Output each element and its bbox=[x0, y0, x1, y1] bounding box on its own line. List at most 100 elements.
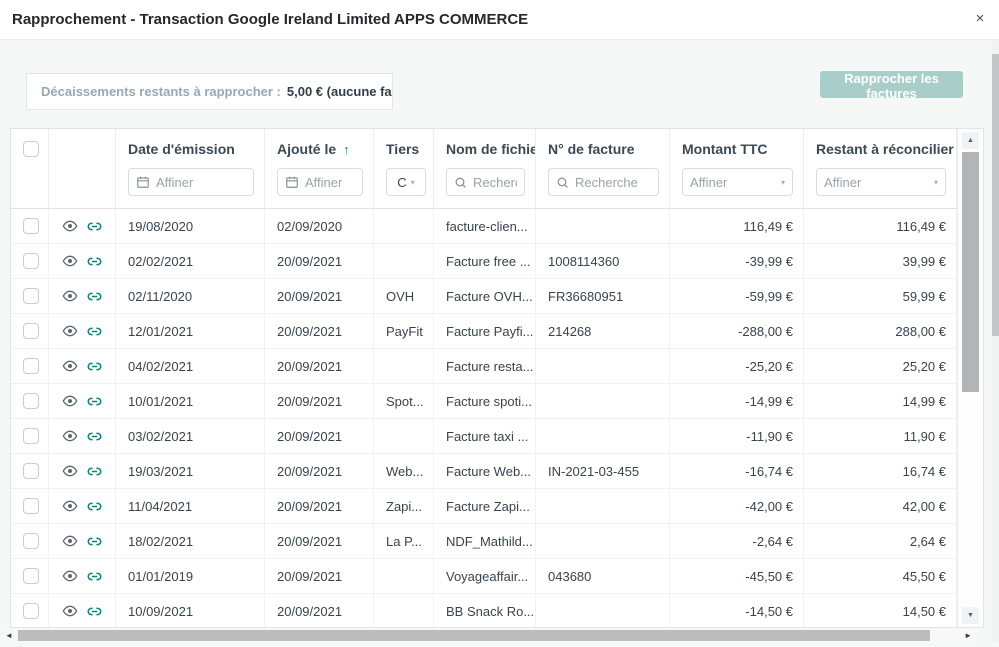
invoice-number-label: N° de facture bbox=[548, 141, 635, 157]
header-filename: Nom de fichier bbox=[434, 129, 536, 208]
scroll-right-icon[interactable]: ► bbox=[964, 631, 972, 640]
view-invoice-eye-icon[interactable] bbox=[62, 253, 78, 269]
row-actions-cell bbox=[49, 349, 116, 383]
link-invoice-icon[interactable] bbox=[87, 464, 102, 479]
link-invoice-icon[interactable] bbox=[87, 604, 102, 619]
added-filter-input[interactable] bbox=[305, 174, 355, 190]
date-emission-cell: 10/09/2021 bbox=[116, 594, 265, 627]
reconcile-invoices-button[interactable]: Rapprocher les factures bbox=[820, 71, 963, 101]
filename-cell: Facture Web... bbox=[434, 454, 536, 488]
row-checkbox-cell bbox=[11, 209, 49, 243]
row-checkbox[interactable] bbox=[23, 358, 39, 374]
view-invoice-eye-icon[interactable] bbox=[62, 288, 78, 304]
row-checkbox[interactable] bbox=[23, 533, 39, 549]
view-invoice-eye-icon[interactable] bbox=[62, 603, 78, 619]
date-emission-cell: 19/08/2020 bbox=[116, 209, 265, 243]
invoice-number-filter[interactable] bbox=[548, 168, 659, 196]
link-invoice-icon[interactable] bbox=[87, 569, 102, 584]
sort-asc-icon: ↑ bbox=[343, 142, 350, 157]
view-invoice-eye-icon[interactable] bbox=[62, 498, 78, 514]
link-invoice-icon[interactable] bbox=[87, 359, 102, 374]
row-checkbox-cell bbox=[11, 419, 49, 453]
link-invoice-icon[interactable] bbox=[87, 429, 102, 444]
row-checkbox[interactable] bbox=[23, 463, 39, 479]
chevron-down-icon: ▾ bbox=[933, 177, 938, 187]
table-vertical-scrollbar[interactable]: ▲ ▼ bbox=[957, 129, 983, 627]
link-invoice-icon[interactable] bbox=[87, 394, 102, 409]
close-icon[interactable]: × bbox=[975, 10, 985, 27]
date-emission-filter[interactable] bbox=[128, 168, 254, 196]
summary-label: Décaissements restants à rapprocher : bbox=[41, 84, 281, 99]
link-invoice-icon[interactable] bbox=[87, 254, 102, 269]
view-invoice-eye-icon[interactable] bbox=[62, 393, 78, 409]
row-checkbox[interactable] bbox=[23, 428, 39, 444]
view-invoice-eye-icon[interactable] bbox=[62, 568, 78, 584]
link-invoice-icon[interactable] bbox=[87, 499, 102, 514]
date-emission-cell: 10/01/2021 bbox=[116, 384, 265, 418]
added-on-cell: 20/09/2021 bbox=[265, 314, 374, 348]
table-header: Date d'émission Ajouté le↑ T bbox=[11, 129, 957, 209]
table-row: 03/02/2021 20/09/2021 Facture taxi ... -… bbox=[11, 419, 957, 454]
link-invoice-icon[interactable] bbox=[87, 289, 102, 304]
tiers-cell: La P... bbox=[374, 524, 434, 558]
link-invoice-icon[interactable] bbox=[87, 324, 102, 339]
filename-filter-input[interactable] bbox=[473, 174, 517, 190]
row-checkbox[interactable] bbox=[23, 253, 39, 269]
link-invoice-icon[interactable] bbox=[87, 534, 102, 549]
filename-cell: Facture resta... bbox=[434, 349, 536, 383]
filename-filter[interactable] bbox=[446, 168, 525, 196]
tiers-filter-dropdown[interactable]: C ▾ bbox=[386, 168, 426, 196]
tiers-label: Tiers bbox=[386, 141, 420, 157]
scroll-up-icon[interactable]: ▲ bbox=[962, 132, 979, 149]
row-checkbox[interactable] bbox=[23, 288, 39, 304]
remaining-cell: 42,00 € bbox=[804, 489, 957, 523]
row-checkbox-cell bbox=[11, 489, 49, 523]
invoices-table: Date d'émission Ajouté le↑ T bbox=[10, 128, 984, 628]
added-label[interactable]: Ajouté le ↑ bbox=[277, 141, 350, 157]
amount-ttc-cell: -59,99 € bbox=[670, 279, 804, 313]
added-on-cell: 20/09/2021 bbox=[265, 244, 374, 278]
horizontal-scrollbar-thumb[interactable] bbox=[18, 630, 930, 641]
remaining-cell: 25,20 € bbox=[804, 349, 957, 383]
header-added: Ajouté le ↑ bbox=[265, 129, 374, 208]
view-invoice-eye-icon[interactable] bbox=[62, 323, 78, 339]
remaining-cell: 39,99 € bbox=[804, 244, 957, 278]
date-emission-cell: 01/01/2019 bbox=[116, 559, 265, 593]
view-invoice-eye-icon[interactable] bbox=[62, 463, 78, 479]
view-invoice-eye-icon[interactable] bbox=[62, 533, 78, 549]
row-checkbox[interactable] bbox=[23, 218, 39, 234]
page-scrollbar[interactable] bbox=[992, 40, 999, 643]
row-checkbox[interactable] bbox=[23, 498, 39, 514]
tiers-cell bbox=[374, 209, 434, 243]
remaining-filter-dropdown[interactable]: Affiner ▾ bbox=[816, 168, 946, 196]
modal-titlebar: Rapprochement - Transaction Google Irela… bbox=[0, 0, 999, 40]
select-all-checkbox[interactable] bbox=[23, 141, 39, 157]
header-tiers: Tiers C ▾ bbox=[374, 129, 434, 208]
invoice-number-filter-input[interactable] bbox=[575, 174, 651, 190]
tiers-cell: Web... bbox=[374, 454, 434, 488]
tiers-cell: Spot... bbox=[374, 384, 434, 418]
header-invoice-number: N° de facture bbox=[536, 129, 670, 208]
link-invoice-icon[interactable] bbox=[87, 219, 102, 234]
amount-filter-dropdown[interactable]: Affiner ▾ bbox=[682, 168, 793, 196]
row-checkbox[interactable] bbox=[23, 323, 39, 339]
chevron-down-icon: ▾ bbox=[410, 177, 415, 187]
view-invoice-eye-icon[interactable] bbox=[62, 218, 78, 234]
added-filter[interactable] bbox=[277, 168, 363, 196]
view-invoice-eye-icon[interactable] bbox=[62, 358, 78, 374]
row-actions-cell bbox=[49, 279, 116, 313]
vertical-scrollbar-thumb[interactable] bbox=[962, 152, 979, 392]
date-emission-filter-input[interactable] bbox=[156, 174, 246, 190]
view-invoice-eye-icon[interactable] bbox=[62, 428, 78, 444]
scroll-left-icon[interactable]: ◄ bbox=[5, 631, 13, 640]
table-horizontal-scrollbar[interactable]: ◄ ► bbox=[2, 628, 975, 643]
invoice-number-cell: FR36680951 bbox=[536, 279, 670, 313]
row-checkbox[interactable] bbox=[23, 603, 39, 619]
table-row: 04/02/2021 20/09/2021 Facture resta... -… bbox=[11, 349, 957, 384]
row-checkbox[interactable] bbox=[23, 393, 39, 409]
page-scrollbar-thumb[interactable] bbox=[992, 54, 999, 336]
row-actions-cell bbox=[49, 384, 116, 418]
row-checkbox[interactable] bbox=[23, 568, 39, 584]
scroll-down-icon[interactable]: ▼ bbox=[962, 607, 979, 624]
row-actions-cell bbox=[49, 489, 116, 523]
